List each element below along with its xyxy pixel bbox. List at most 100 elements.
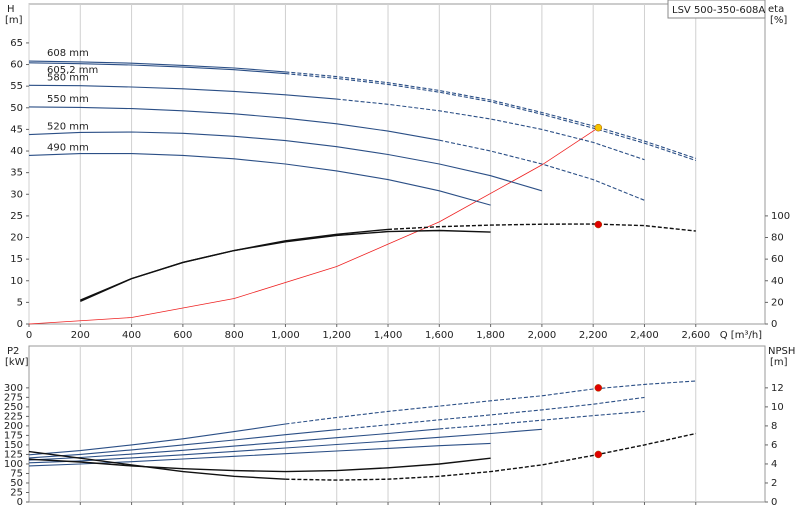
- curve: [336, 98, 645, 161]
- y-tick-label: 45: [10, 124, 23, 135]
- secondary-curve: [28, 457, 491, 473]
- x-tick-label: 1,000: [271, 330, 300, 341]
- system-curve: [28, 127, 599, 325]
- x-tick-label: 2,200: [579, 330, 608, 341]
- duty-point: [594, 384, 603, 392]
- y-tick-label: 15: [10, 254, 23, 265]
- y-axis-label: P2: [7, 346, 19, 357]
- title-box: [667, 0, 766, 19]
- chart-title: LSV 500-350-608A: [672, 5, 765, 16]
- x-tick-label: 2,400: [630, 330, 659, 341]
- y2-axis-label: NPSH: [768, 346, 795, 357]
- y2-tick-label: 80: [771, 233, 784, 244]
- curve-label: 520 mm: [47, 122, 89, 133]
- curve: [28, 442, 491, 467]
- y-tick-label: 150: [4, 440, 23, 451]
- curve-label: 608 mm: [47, 48, 89, 59]
- x-tick-label: 600: [173, 330, 192, 341]
- y-tick-label: 55: [10, 81, 23, 92]
- y-tick-label: 25: [10, 487, 23, 498]
- curve: [28, 106, 440, 141]
- duty-point: [594, 220, 603, 229]
- y-tick-label: 275: [4, 392, 23, 403]
- curve: [285, 71, 696, 159]
- curve: [28, 84, 337, 100]
- y2-tick-label: 60: [771, 254, 784, 265]
- y-tick-label: 125: [4, 449, 23, 460]
- duty-point: [594, 123, 603, 132]
- y-tick-label: 65: [10, 38, 23, 49]
- y-tick-label: 300: [4, 383, 23, 394]
- y2-tick-label: 8: [771, 421, 777, 432]
- y-tick-label: 0: [17, 497, 23, 508]
- x-axis-label: Q [m³/h]: [720, 330, 762, 341]
- y-tick-label: 25: [10, 211, 23, 222]
- y2-tick-label: 100: [771, 211, 790, 222]
- y2-tick-label: 20: [771, 297, 784, 308]
- y2-tick-label: 10: [771, 402, 784, 413]
- y2-axis-unit: [m]: [770, 357, 788, 368]
- y-tick-label: 225: [4, 411, 23, 422]
- plot-frame: [28, 345, 766, 503]
- y2-tick-label: 4: [771, 459, 777, 470]
- secondary-curve: [285, 432, 696, 481]
- y-tick-label: 40: [10, 146, 23, 157]
- y2-tick-label: 2: [771, 478, 777, 489]
- y-tick-label: 100: [4, 459, 23, 470]
- y-tick-label: 30: [10, 189, 23, 200]
- curve-label: 490 mm: [47, 142, 89, 153]
- y2-tick-label: 0: [771, 319, 777, 330]
- x-tick-label: 1,800: [476, 330, 505, 341]
- x-tick-label: 1,400: [374, 330, 403, 341]
- y-tick-label: 5: [17, 297, 23, 308]
- curve-label: 580 mm: [47, 72, 89, 83]
- curve: [28, 62, 286, 75]
- secondary-curve: [80, 229, 491, 302]
- curve: [439, 139, 645, 201]
- y-tick-label: 50: [10, 103, 23, 114]
- y-tick-label: 10: [10, 276, 23, 287]
- curve: [28, 131, 543, 192]
- y-tick-label: 35: [10, 168, 23, 179]
- x-tick-label: 2,000: [528, 330, 557, 341]
- curve: [336, 396, 645, 431]
- y-tick-label: 0: [17, 319, 23, 330]
- y-tick-label: 175: [4, 430, 23, 441]
- y2-tick-label: 6: [771, 440, 777, 451]
- y-axis-unit: [kW]: [5, 357, 29, 368]
- curve: [28, 428, 542, 464]
- y2-tick-label: 0: [771, 497, 777, 508]
- x-tick-label: 800: [225, 330, 244, 341]
- curve-label: 550 mm: [47, 94, 89, 105]
- x-tick-label: 2,600: [681, 330, 710, 341]
- y-axis-unit: [m]: [5, 15, 23, 26]
- y2-axis-unit: [%]: [770, 15, 787, 26]
- y-tick-label: 60: [10, 60, 23, 71]
- x-tick-label: 400: [122, 330, 141, 341]
- curve-label: 605,2 mm: [47, 65, 98, 76]
- curve: [285, 380, 696, 425]
- y2-tick-label: 12: [771, 383, 784, 394]
- y-tick-label: 75: [10, 468, 23, 479]
- curve: [28, 60, 286, 73]
- curve: [28, 423, 286, 456]
- x-tick-label: 1,600: [425, 330, 454, 341]
- y2-axis-label: eta: [768, 4, 784, 15]
- curve: [28, 428, 440, 461]
- secondary-curve: [387, 223, 696, 232]
- y-tick-label: 200: [4, 421, 23, 432]
- curve: [285, 73, 696, 162]
- duty-point: [594, 450, 603, 459]
- secondary-curve: [28, 450, 286, 480]
- x-tick-label: 0: [26, 330, 32, 341]
- curve: [28, 153, 491, 206]
- y-axis-label: H: [7, 4, 15, 15]
- curve: [28, 429, 337, 459]
- x-tick-label: 1,200: [322, 330, 351, 341]
- y-tick-label: 20: [10, 233, 23, 244]
- y2-tick-label: 40: [771, 276, 784, 287]
- x-tick-label: 200: [71, 330, 90, 341]
- y-tick-label: 50: [10, 478, 23, 489]
